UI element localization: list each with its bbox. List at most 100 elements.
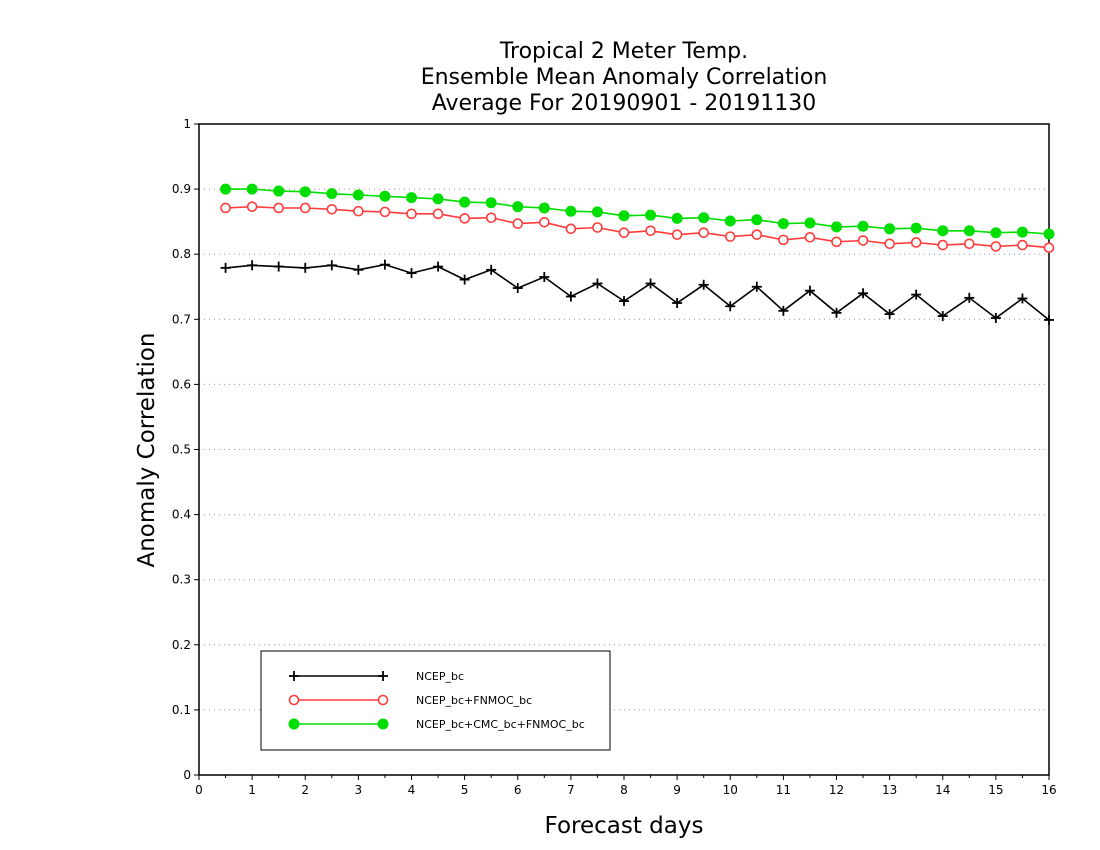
legend-label: NCEP_bc xyxy=(416,670,464,683)
filled-circle-marker xyxy=(352,189,364,201)
legend: NCEP_bc NCEP_bc+FNMOC_bc NCEP_bc+CMC_bc+FN… xyxy=(260,650,611,751)
filled-circle-marker xyxy=(565,205,577,217)
open-circle-marker xyxy=(778,234,789,246)
x-tick-label: 13 xyxy=(882,783,897,797)
x-axis-label: Forecast days xyxy=(545,813,704,839)
open-circle-marker xyxy=(804,231,816,243)
open-circle-marker xyxy=(512,218,524,229)
open-circle-marker xyxy=(671,229,683,240)
plus-marker xyxy=(964,292,975,303)
plus-marker xyxy=(1017,293,1028,304)
y-tick-label: 0.9 xyxy=(172,182,191,196)
plus-marker xyxy=(884,309,895,320)
open-circle-marker xyxy=(645,225,656,237)
y-tick-label: 0.4 xyxy=(172,508,191,522)
plus-marker xyxy=(698,279,709,290)
chart-title-line-3: Average For 20190901 - 20191130 xyxy=(432,91,817,116)
chart-title-line-1: Tropical 2 Meter Temp. xyxy=(499,39,748,64)
plus-marker xyxy=(672,298,683,309)
filled-circle-marker xyxy=(326,188,338,200)
legend-entry-2: NCEP_bc+FNMOC_bc xyxy=(288,694,532,707)
filled-circle-marker xyxy=(538,202,550,214)
plus-marker xyxy=(751,281,762,292)
series-2 xyxy=(220,201,1055,253)
x-tick-label: 15 xyxy=(988,783,1003,797)
plus-marker xyxy=(273,261,284,272)
open-circle-marker xyxy=(485,212,497,224)
filled-circle-marker xyxy=(377,718,389,730)
plus-marker xyxy=(512,283,523,294)
plus-marker xyxy=(289,671,299,681)
x-tick-label: 11 xyxy=(776,783,791,797)
open-circle-marker xyxy=(288,694,300,706)
open-circle-marker xyxy=(857,235,869,246)
filled-circle-marker xyxy=(910,222,922,234)
x-tick-label: 16 xyxy=(1041,783,1056,797)
plus-marker xyxy=(486,264,497,275)
open-circle-marker xyxy=(1043,242,1055,253)
open-circle-marker xyxy=(592,222,603,233)
x-tick-label: 6 xyxy=(514,783,522,797)
series-line xyxy=(225,263,1050,321)
open-circle-marker xyxy=(432,208,444,220)
open-circle-marker xyxy=(990,241,1002,252)
filled-circle-marker xyxy=(618,210,630,222)
open-circle-marker xyxy=(353,205,364,217)
plus-marker xyxy=(990,312,1001,323)
x-tick-label: 7 xyxy=(567,783,575,797)
filled-circle-marker xyxy=(831,221,842,233)
filled-circle-marker xyxy=(724,215,736,227)
filled-circle-marker xyxy=(220,183,232,195)
x-tick-label: 14 xyxy=(935,783,950,797)
filled-circle-marker xyxy=(246,183,258,195)
filled-circle-marker xyxy=(671,212,683,224)
open-circle-marker xyxy=(220,202,231,214)
filled-circle-marker xyxy=(1043,228,1055,240)
open-circle-marker xyxy=(698,227,709,239)
x-tick-label: 3 xyxy=(355,783,363,797)
filled-circle-marker xyxy=(963,225,975,237)
filled-circle-marker xyxy=(804,217,816,229)
filled-circle-marker xyxy=(777,218,789,230)
plus-marker xyxy=(433,261,444,272)
plus-marker xyxy=(911,289,922,300)
plus-marker xyxy=(353,264,364,275)
open-circle-marker xyxy=(724,231,736,242)
plus-marker xyxy=(1044,314,1054,325)
filled-circle-marker xyxy=(990,227,1002,239)
filled-circle-marker xyxy=(591,206,603,218)
y-tick-label: 0.5 xyxy=(172,443,191,457)
plus-marker xyxy=(937,311,948,322)
plus-marker xyxy=(406,268,417,279)
legend-label: NCEP_bc+CMC_bc+FNMOC_bc xyxy=(416,718,585,731)
open-circle-marker xyxy=(299,202,311,214)
plus-marker xyxy=(459,274,470,285)
plus-marker xyxy=(539,271,550,282)
open-circle-marker xyxy=(459,213,470,224)
series-line xyxy=(225,205,1050,249)
plus-marker xyxy=(247,260,258,271)
filled-circle-marker xyxy=(485,197,497,209)
x-tick-label: 5 xyxy=(461,783,469,797)
open-circle-marker xyxy=(406,208,417,220)
plus-marker xyxy=(326,260,337,271)
x-tick-label: 10 xyxy=(723,783,738,797)
chart-title: Tropical 2 Meter Temp. Ensemble Mean Ano… xyxy=(421,39,828,116)
filled-circle-marker xyxy=(459,196,471,208)
chart-title-line-2: Ensemble Mean Anomaly Correlation xyxy=(421,65,828,90)
open-circle-marker xyxy=(910,237,922,248)
plus-marker xyxy=(619,296,629,307)
filled-circle-marker xyxy=(937,225,949,237)
plus-marker xyxy=(645,278,656,289)
axis-ticks: 00.10.20.30.40.50.60.70.80.910 1 2 3 4 5 6 7 8 9 1… xyxy=(172,117,1057,797)
filled-circle-marker xyxy=(288,718,300,730)
filled-circle-marker xyxy=(751,214,763,226)
plus-marker xyxy=(379,259,390,270)
plus-marker xyxy=(804,285,815,296)
x-tick-label: 2 xyxy=(301,783,309,797)
filled-circle-marker xyxy=(884,223,896,235)
series-line xyxy=(225,188,1050,235)
open-circle-marker xyxy=(831,236,842,248)
legend-label: NCEP_bc+FNMOC_bc xyxy=(416,694,532,707)
